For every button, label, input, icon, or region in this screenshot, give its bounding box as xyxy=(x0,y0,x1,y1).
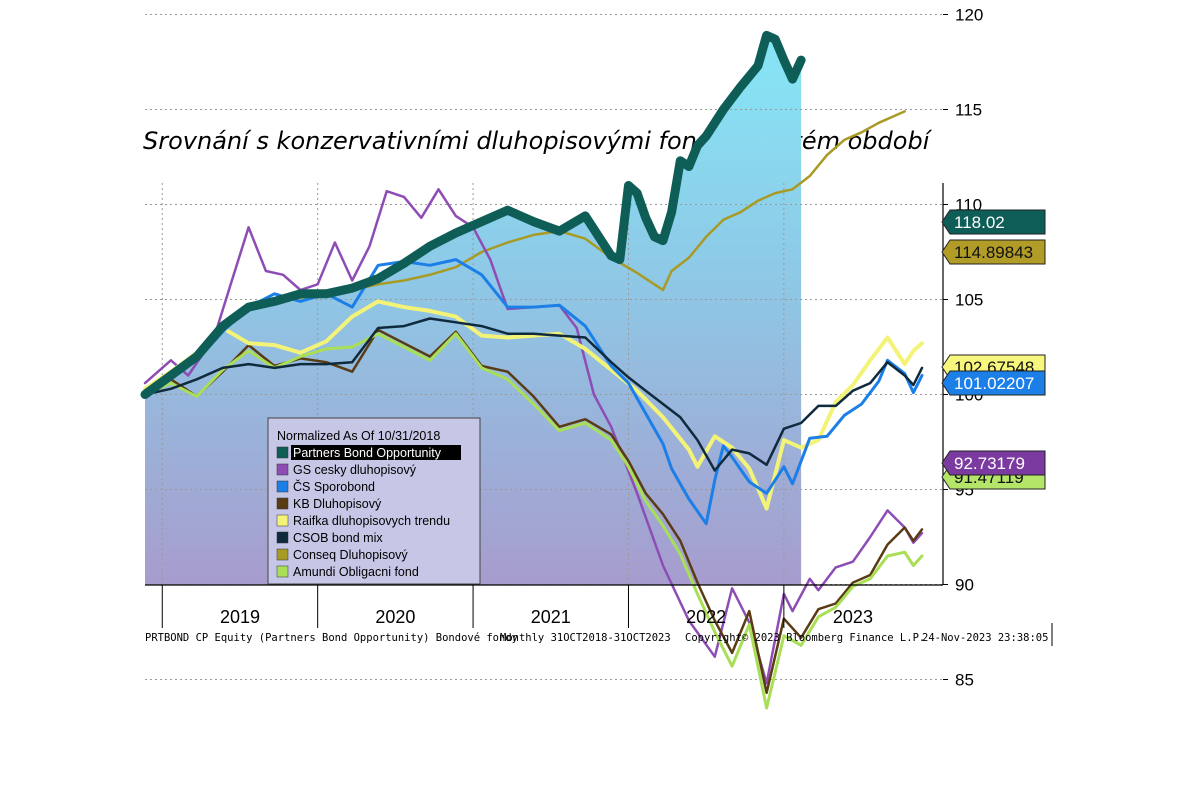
legend-entry[interactable]: GS cesky dluhopisový xyxy=(293,463,417,477)
value-tag-label: 92.73179 xyxy=(954,454,1025,473)
year-label: 2023 xyxy=(833,607,873,627)
y-tick-label: 85 xyxy=(955,671,974,690)
series-line-0 xyxy=(140,30,806,399)
value-tag-bg xyxy=(941,209,1046,235)
value-tag-label: 114.89843 xyxy=(954,243,1033,262)
year-label: 2020 xyxy=(375,607,415,627)
footer-source: PRTBOND CP Equity (Partners Bond Opportu… xyxy=(145,632,518,644)
series-line-4 xyxy=(143,299,924,511)
legend-entry[interactable]: Conseq Dluhopisový xyxy=(293,548,408,562)
legend-swatch xyxy=(276,548,289,561)
legend-title: Normalized As Of 10/31/2018 xyxy=(277,429,440,443)
legend-entry[interactable]: Amundi Obligacni fond xyxy=(293,565,419,579)
value-tag-bg xyxy=(941,239,1046,265)
y-tick-label: 90 xyxy=(955,576,974,595)
series-line-5 xyxy=(143,317,924,472)
footer-period: Monthly 31OCT2018-31OCT2023 xyxy=(500,632,671,644)
value-tag-bg xyxy=(941,370,1046,396)
legend-swatch xyxy=(276,463,289,476)
year-label: 2019 xyxy=(220,607,260,627)
legend-swatch xyxy=(276,531,289,544)
legend-entry[interactable]: KB Dluhopisový xyxy=(293,497,382,511)
value-tag-bg xyxy=(941,450,1046,476)
legend-entry[interactable]: ČS Sporobond xyxy=(293,479,375,494)
footer-timestamp: 24-Nov-2023 23:38:05 xyxy=(922,632,1049,644)
legend-entry[interactable]: Partners Bond Opportunity xyxy=(293,446,442,460)
series-line-7 xyxy=(143,332,924,710)
legend-swatch xyxy=(276,446,289,459)
legend-swatch xyxy=(276,480,289,493)
y-tick-label: 115 xyxy=(955,101,982,120)
legend-swatch xyxy=(276,497,289,510)
year-label: 2022 xyxy=(686,607,726,627)
legend-swatch xyxy=(276,565,289,578)
legend-swatch xyxy=(276,514,289,527)
y-tick-label: 120 xyxy=(955,6,983,25)
value-tag-label: 118.02 xyxy=(954,213,1005,232)
year-label: 2021 xyxy=(531,607,571,627)
legend-entry[interactable]: CSOB bond mix xyxy=(293,531,383,545)
series-line-3 xyxy=(143,328,924,695)
y-tick-label: 105 xyxy=(955,291,983,310)
legend-entry[interactable]: Raifka dluhopisovych trendu xyxy=(293,514,450,528)
legend-highlight xyxy=(291,445,461,460)
value-tag-label: 101.02207 xyxy=(954,374,1034,393)
footer-copyright: Copyright© 2023 Bloomberg Finance L.P. xyxy=(685,632,926,644)
